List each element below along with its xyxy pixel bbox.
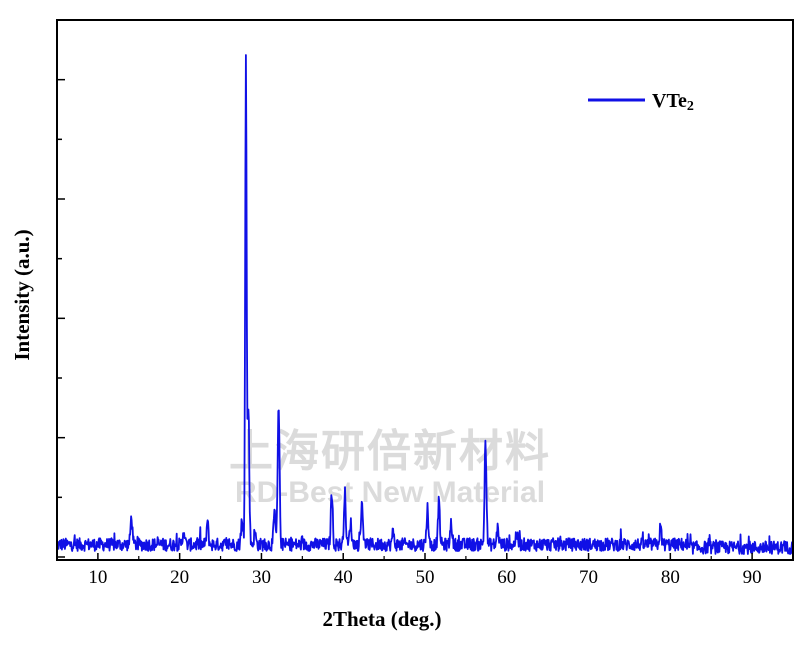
watermark-english: RD-Best New Material	[235, 476, 545, 509]
watermark: 上海研倍新材料 RD-Best New Material	[229, 426, 551, 509]
x-tick-label: 30	[252, 567, 271, 588]
x-tick-label: 90	[743, 567, 762, 588]
legend: VTe2	[588, 90, 694, 114]
legend-label-vte2: VTe2	[652, 90, 694, 114]
x-axis-ticks: 10 20 30 40 50 60 70 80 90	[56, 553, 794, 588]
x-tick-label: 70	[579, 567, 598, 588]
y-axis-ticks	[57, 78, 65, 558]
x-tick-label: 60	[497, 567, 516, 588]
series-line-vte2	[56, 54, 794, 555]
x-tick-label: 80	[661, 567, 680, 588]
x-tick-label: 40	[334, 567, 353, 588]
x-tick-label: 50	[416, 567, 435, 588]
x-axis-title: 2Theta (deg.)	[323, 607, 442, 631]
watermark-chinese: 上海研倍新材料	[229, 426, 551, 477]
y-axis-title: Intensity (a.u.)	[10, 229, 34, 360]
x-tick-label: 10	[88, 567, 107, 588]
x-tick-label: 20	[170, 567, 189, 588]
